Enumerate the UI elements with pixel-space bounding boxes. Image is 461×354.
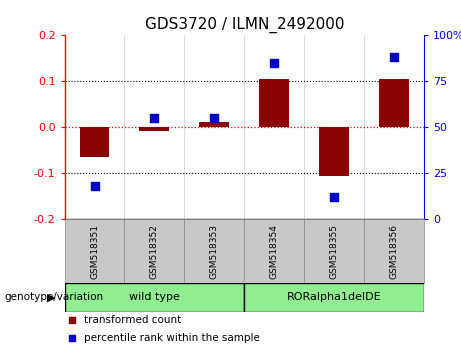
Point — [390, 55, 398, 60]
Bar — [124, 219, 184, 283]
Text: RORalpha1delDE: RORalpha1delDE — [287, 292, 382, 302]
Text: ▶: ▶ — [47, 292, 55, 302]
Bar — [364, 219, 424, 283]
Text: GSM518356: GSM518356 — [390, 224, 399, 279]
Point — [211, 115, 218, 121]
Text: transformed count: transformed count — [84, 315, 182, 325]
Text: GSM518351: GSM518351 — [90, 224, 99, 279]
Text: GSM518352: GSM518352 — [150, 224, 159, 279]
Point — [68, 335, 76, 341]
Text: percentile rank within the sample: percentile rank within the sample — [84, 333, 260, 343]
Bar — [65, 219, 124, 283]
Bar — [379, 79, 409, 127]
Bar — [139, 127, 170, 131]
Point — [91, 183, 98, 189]
Bar — [65, 283, 244, 312]
Title: GDS3720 / ILMN_2492000: GDS3720 / ILMN_2492000 — [145, 16, 344, 33]
Bar — [259, 79, 289, 127]
Text: GSM518353: GSM518353 — [210, 224, 219, 279]
Bar — [184, 219, 244, 283]
Point — [68, 318, 76, 323]
Text: GSM518354: GSM518354 — [270, 224, 279, 279]
Bar — [319, 127, 349, 176]
Bar — [199, 122, 229, 127]
Point — [151, 115, 158, 121]
Point — [271, 60, 278, 66]
Bar — [80, 127, 110, 157]
Bar — [304, 219, 364, 283]
Bar — [244, 283, 424, 312]
Point — [331, 195, 338, 200]
Bar — [244, 219, 304, 283]
Text: genotype/variation: genotype/variation — [5, 292, 104, 302]
Text: GSM518355: GSM518355 — [330, 224, 339, 279]
Text: wild type: wild type — [129, 292, 180, 302]
